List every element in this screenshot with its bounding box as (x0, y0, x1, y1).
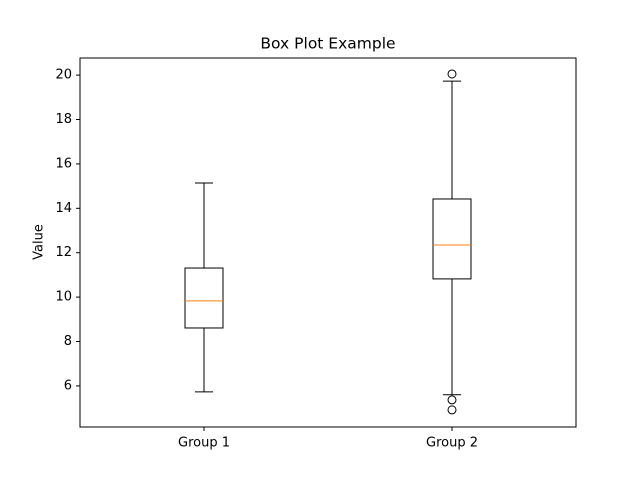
y-tick-label: 10 (55, 290, 72, 305)
chart-title: Box Plot Example (260, 35, 395, 53)
x-tick-label: Group 2 (426, 436, 478, 451)
flier (447, 395, 457, 405)
box (184, 267, 224, 329)
flier (447, 69, 457, 79)
plot-frame (79, 57, 577, 428)
flier (447, 405, 457, 415)
y-axis-label: Value (32, 224, 47, 260)
y-tick-label: 20 (55, 68, 72, 83)
y-tick-label: 8 (64, 334, 72, 349)
y-tick-label: 14 (55, 201, 72, 216)
box (432, 198, 472, 280)
y-tick-label: 18 (55, 112, 72, 127)
y-tick-label: 6 (64, 378, 72, 393)
x-tick-label: Group 1 (178, 436, 230, 451)
y-tick-label: 12 (55, 245, 72, 260)
y-tick-label: 16 (55, 156, 72, 171)
